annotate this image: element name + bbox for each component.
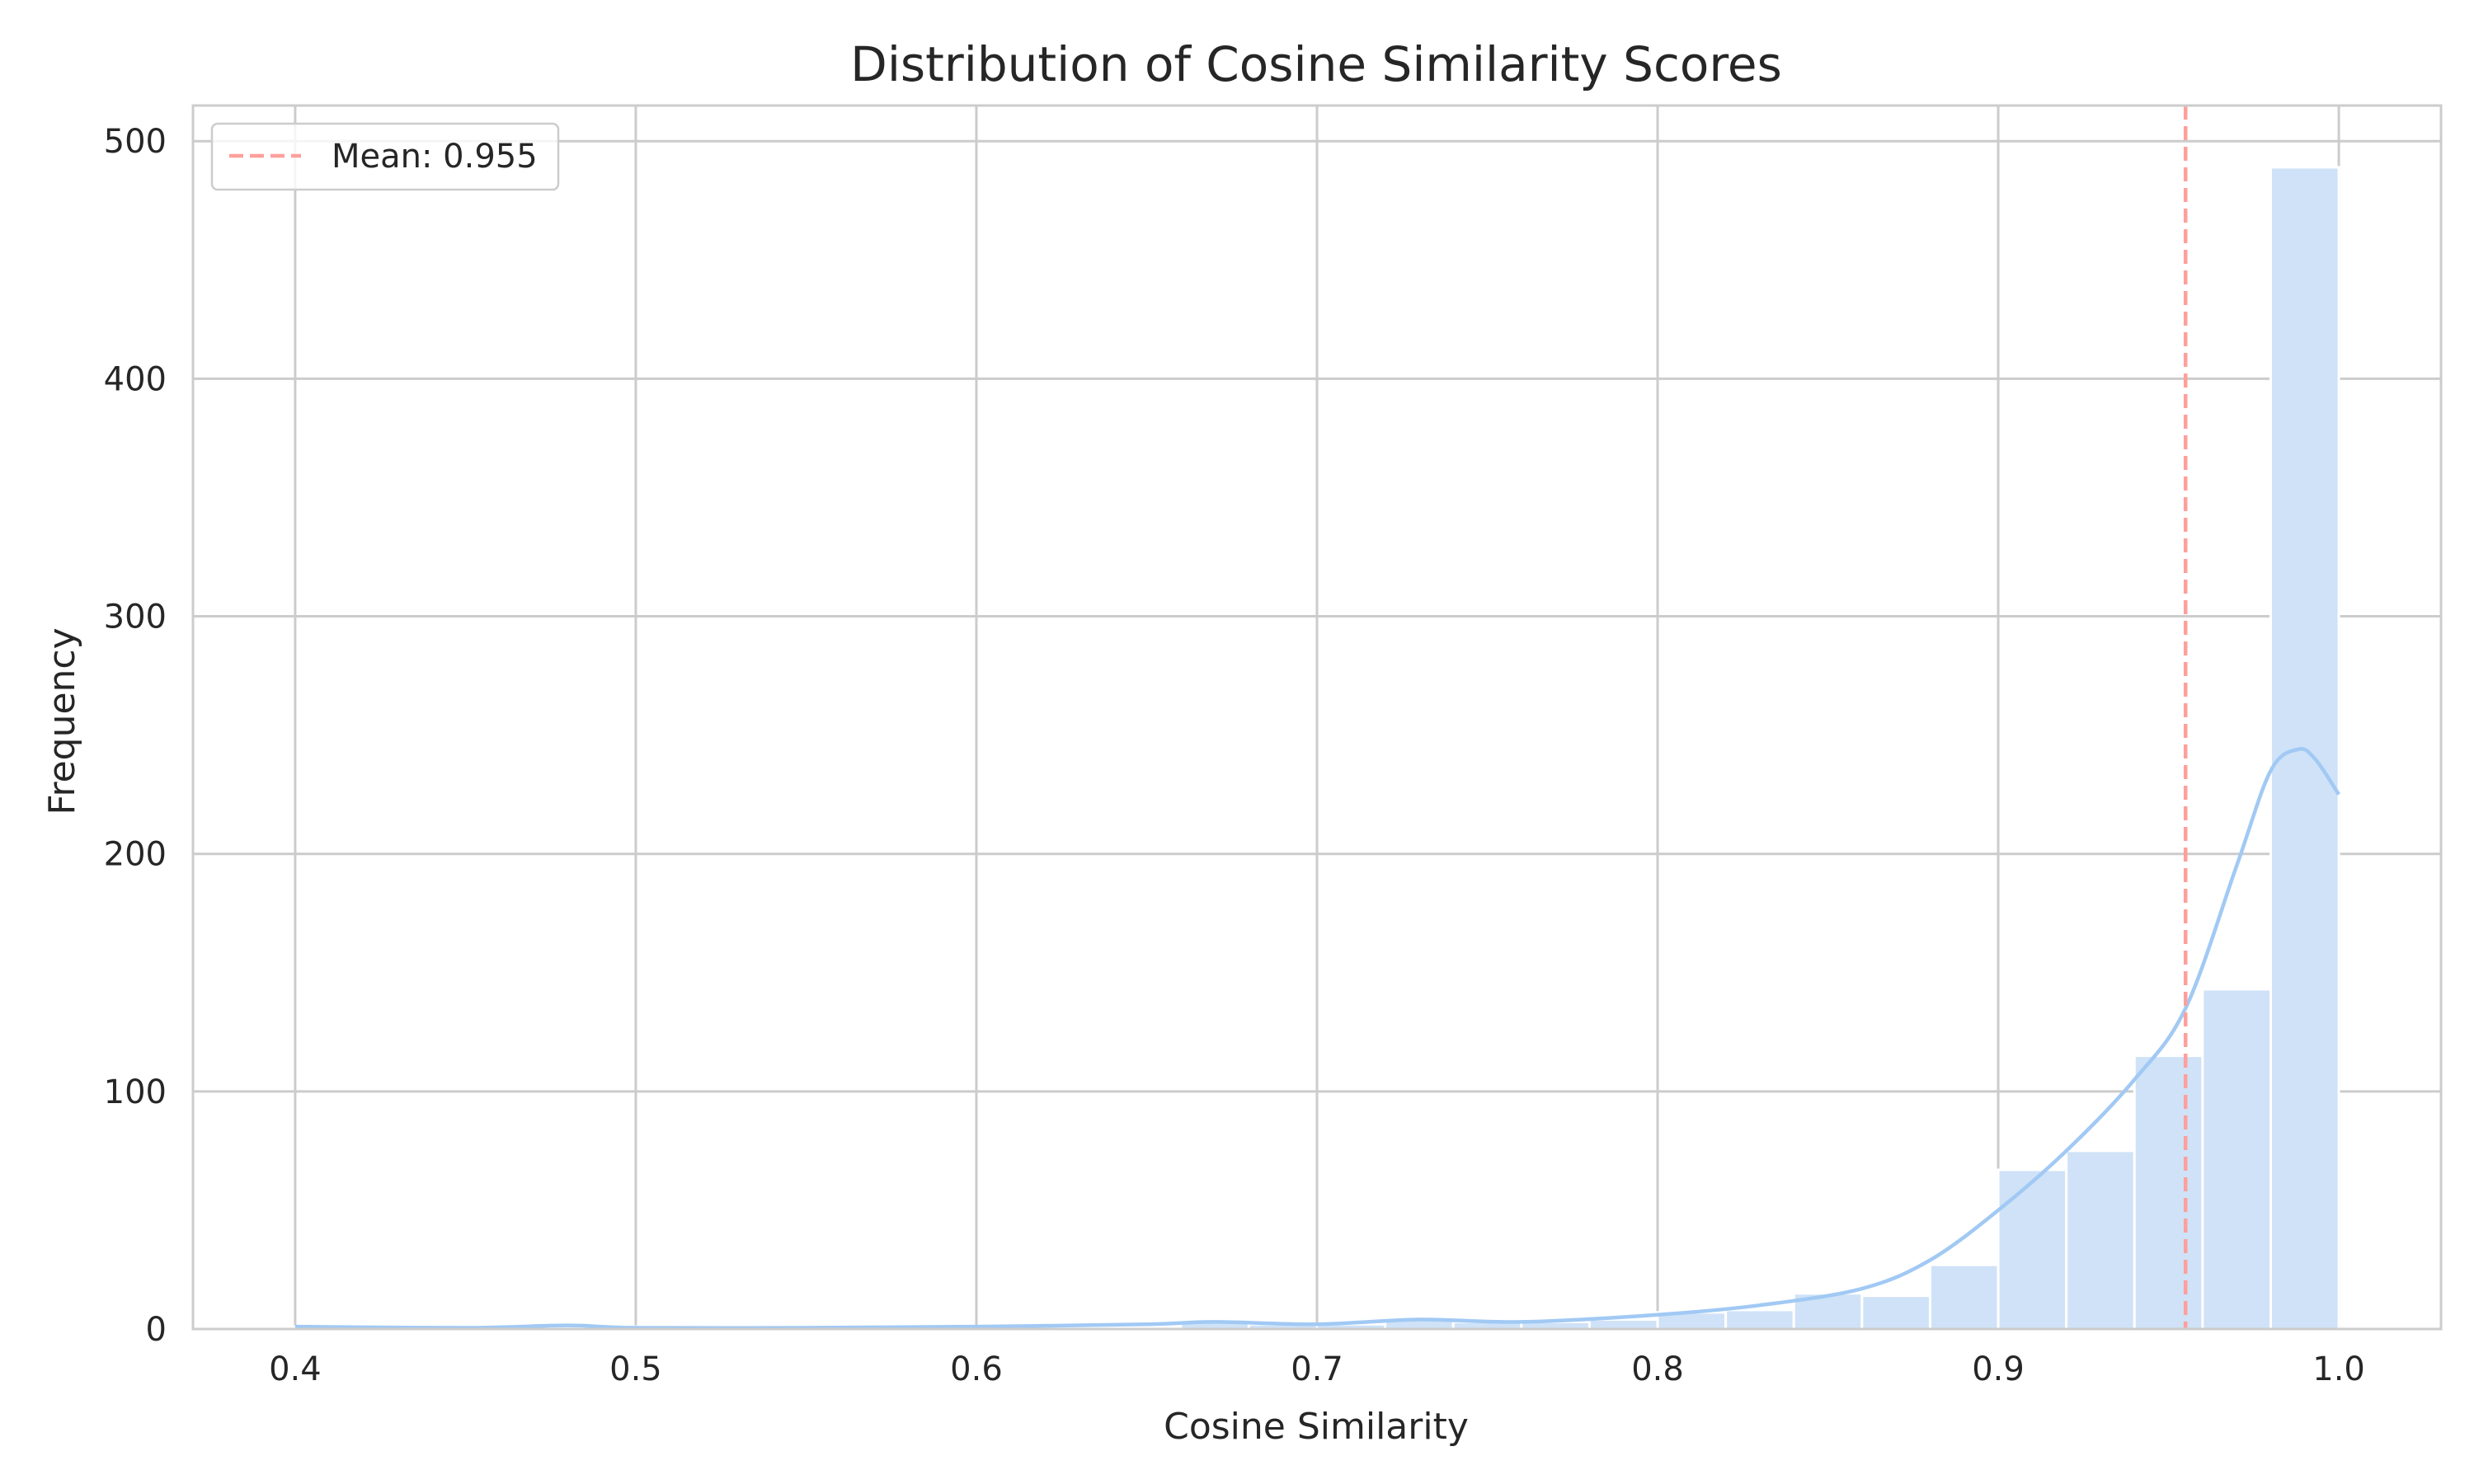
histogram-bar [1724, 1308, 1795, 1331]
y-tick-label: 500 [104, 123, 167, 161]
histogram-bar [2201, 988, 2272, 1331]
x-tick-label: 0.4 [269, 1350, 322, 1388]
y-tick-label: 300 [104, 599, 167, 636]
grid-layer [193, 106, 2441, 1331]
y-tick-label: 200 [104, 836, 167, 874]
x-tick-label: 0.7 [1291, 1350, 1343, 1388]
histogram-bar [1587, 1317, 1659, 1331]
plot-frame [191, 104, 2443, 1331]
histogram-bar [2065, 1149, 2136, 1331]
legend-frame [210, 122, 560, 191]
x-tick-label: 0.6 [950, 1350, 1003, 1388]
x-tick-label: 0.5 [609, 1350, 662, 1388]
y-tick-label: 400 [104, 360, 167, 398]
histogram-bar [1997, 1168, 2068, 1331]
legend: Mean: 0.955 [210, 122, 560, 191]
legend-mean-label: Mean: 0.955 [332, 138, 538, 176]
x-tick-label: 0.8 [1631, 1350, 1684, 1388]
histogram-bar [2133, 1054, 2204, 1331]
tick-labels-layer: 0.4 0.5 0.6 0.7 0.8 0.9 1.0 0 100 200 300 400 500 [104, 123, 2365, 1388]
axes-frame [191, 104, 2443, 1331]
x-tick-label: 1.0 [2312, 1350, 2365, 1388]
histogram-bar [1928, 1263, 2000, 1331]
chart-title: Distribution of Cosine Similarity Scores [850, 36, 1782, 92]
y-axis-label: Frequency [41, 627, 83, 815]
x-axis-label: Cosine Similarity [1164, 1406, 1469, 1448]
y-tick-label: 0 [146, 1311, 167, 1349]
histogram-bar [1860, 1294, 1931, 1331]
x-tick-label: 0.9 [1972, 1350, 2025, 1388]
y-tick-label: 100 [104, 1073, 167, 1111]
